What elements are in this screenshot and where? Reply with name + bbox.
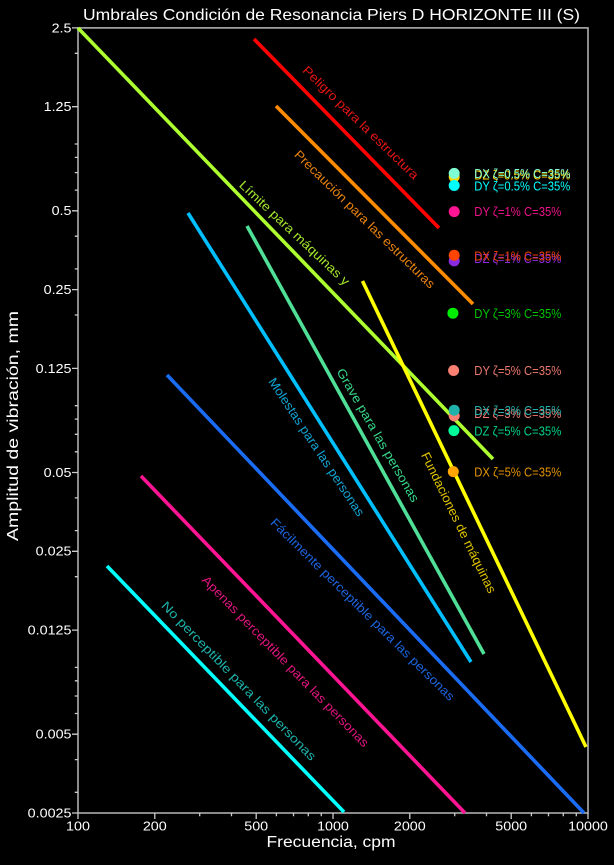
svg-text:200: 200 (143, 820, 167, 834)
svg-text:0.0025: 0.0025 (28, 806, 72, 820)
svg-text:1.25: 1.25 (44, 100, 72, 114)
svg-text:DY ζ=0.5% C=35%: DY ζ=0.5% C=35% (474, 179, 570, 193)
svg-text:100: 100 (66, 820, 90, 834)
svg-text:500: 500 (244, 820, 268, 834)
svg-text:DZ ζ=3% C=35%: DZ ζ=3% C=35% (474, 407, 561, 421)
svg-text:5000: 5000 (495, 820, 527, 834)
svg-text:0.125: 0.125 (36, 362, 72, 376)
svg-text:2000: 2000 (394, 820, 426, 834)
svg-text:DY ζ=1% C=35%: DY ζ=1% C=35% (474, 205, 561, 219)
svg-text:10000: 10000 (568, 820, 608, 834)
svg-text:DX ζ=5% C=35%: DX ζ=5% C=35% (474, 465, 561, 479)
svg-text:0.0125: 0.0125 (28, 624, 72, 638)
svg-text:DZ ζ=5% C=35%: DZ ζ=5% C=35% (474, 424, 561, 438)
svg-text:2.5: 2.5 (52, 21, 72, 35)
svg-text:0.05: 0.05 (44, 466, 72, 480)
svg-text:0.5: 0.5 (52, 204, 72, 218)
svg-text:DX ζ=1% C=35%: DX ζ=1% C=35% (474, 250, 561, 264)
svg-text:DX ζ=0.5% C=35%: DX ζ=0.5% C=35% (474, 167, 570, 181)
svg-text:Frecuencia, cpm: Frecuencia, cpm (267, 834, 396, 851)
svg-text:DY ζ=3% C=35%: DY ζ=3% C=35% (474, 307, 561, 321)
svg-text:0.25: 0.25 (44, 283, 72, 297)
svg-text:Umbrales Condición de Resonanc: Umbrales Condición de Resonancia Piers D… (83, 7, 580, 24)
svg-text:DZ ζ=1% C=35%: DZ ζ=1% C=35% (474, 252, 561, 266)
svg-text:0.005: 0.005 (36, 728, 72, 742)
svg-text:1000: 1000 (317, 820, 349, 834)
svg-text:DX ζ=3% C=35%: DX ζ=3% C=35% (474, 404, 561, 418)
svg-text:Amplitud de vibración, mm: Amplitud de vibración, mm (5, 311, 22, 541)
svg-text:0.025: 0.025 (36, 545, 72, 559)
svg-text:DZ ζ=0.5% C=35%: DZ ζ=0.5% C=35% (474, 169, 570, 183)
svg-text:DY ζ=5% C=35%: DY ζ=5% C=35% (474, 364, 561, 378)
